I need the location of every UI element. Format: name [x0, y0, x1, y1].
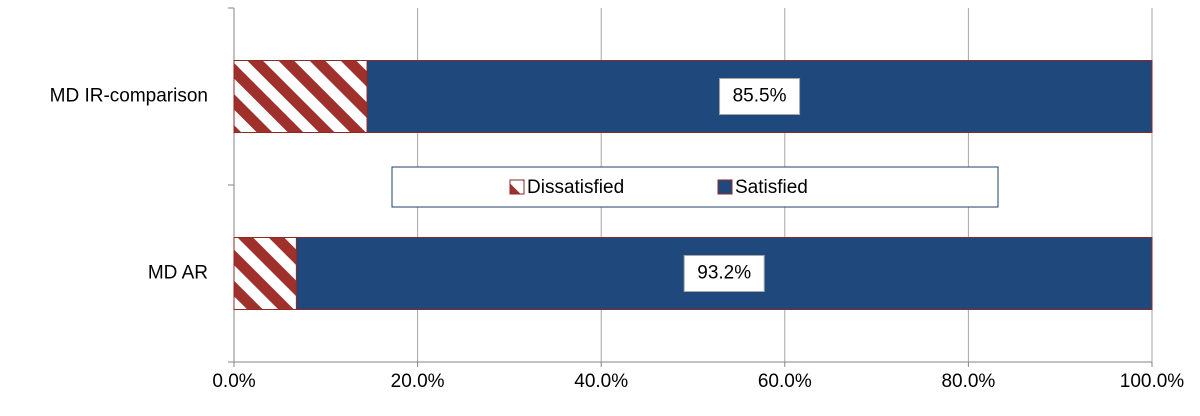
- x-tick-label: 80.0%: [941, 371, 995, 392]
- value-label: 93.2%: [697, 263, 751, 284]
- x-tick-label: 20.0%: [391, 371, 445, 392]
- x-tick-label: 40.0%: [574, 371, 628, 392]
- x-tick-label: 0.0%: [212, 371, 255, 392]
- legend-swatch: [509, 179, 525, 195]
- y-tick-label: MD AR: [148, 263, 208, 284]
- legend-label: Dissatisfied: [527, 177, 624, 198]
- y-tick-label: MD IR-comparison: [50, 86, 208, 107]
- value-label-box: [683, 255, 765, 292]
- bar-segment: [233, 60, 368, 133]
- legend-box: [391, 166, 999, 208]
- legend-swatch: [717, 179, 733, 195]
- legend-label: Satisfied: [735, 177, 808, 198]
- bar-segment: [233, 237, 297, 310]
- x-tick-label: 60.0%: [758, 371, 812, 392]
- value-label: 85.5%: [733, 86, 787, 107]
- value-label-box: [719, 78, 801, 115]
- x-tick-label: 100.0%: [1120, 371, 1185, 392]
